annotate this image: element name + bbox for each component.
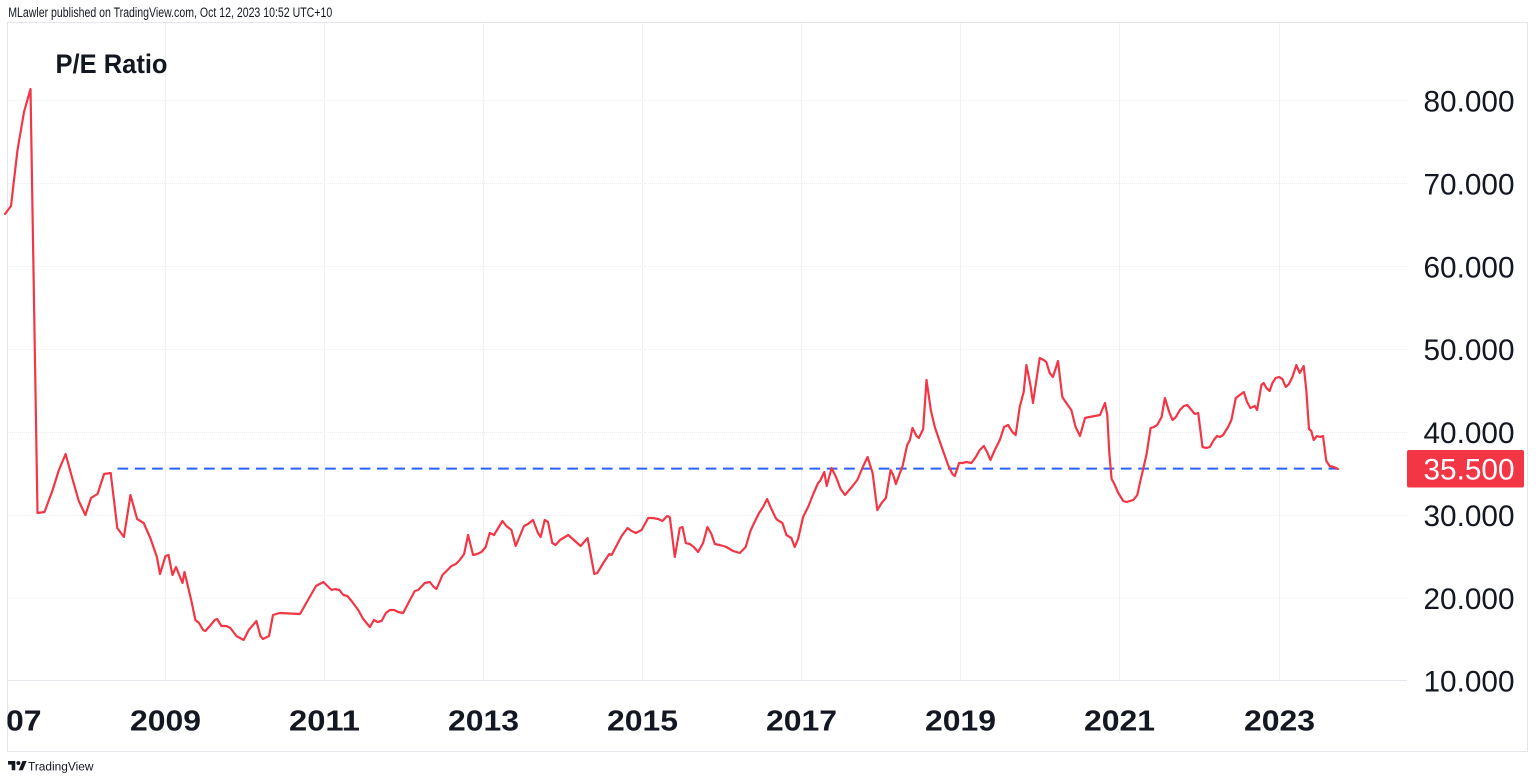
svg-text:50.000: 50.000 <box>1424 334 1515 367</box>
svg-text:2015: 2015 <box>607 706 678 738</box>
svg-text:2011: 2011 <box>289 706 360 738</box>
svg-text:2019: 2019 <box>925 706 996 738</box>
svg-text:P/E Ratio: P/E Ratio <box>56 49 168 79</box>
svg-text:20.000: 20.000 <box>1424 583 1515 616</box>
svg-text:60.000: 60.000 <box>1424 251 1515 284</box>
svg-text:TradingView: TradingView <box>28 760 94 774</box>
svg-text:2021: 2021 <box>1084 706 1155 738</box>
svg-text:2007: 2007 <box>0 706 42 738</box>
svg-text:40.000: 40.000 <box>1424 417 1515 450</box>
svg-text:2017: 2017 <box>766 706 837 738</box>
svg-text:35.500: 35.500 <box>1424 453 1515 486</box>
svg-text:10.000: 10.000 <box>1424 666 1515 699</box>
svg-text:70.000: 70.000 <box>1424 168 1515 201</box>
svg-text:MLawler published on TradingVi: MLawler published on TradingView.com, Oc… <box>8 5 332 20</box>
svg-text:2023: 2023 <box>1244 706 1315 738</box>
svg-text:2013: 2013 <box>448 706 519 738</box>
svg-text:30.000: 30.000 <box>1424 500 1515 533</box>
svg-text:80.000: 80.000 <box>1424 86 1515 119</box>
svg-text:2009: 2009 <box>130 706 201 738</box>
